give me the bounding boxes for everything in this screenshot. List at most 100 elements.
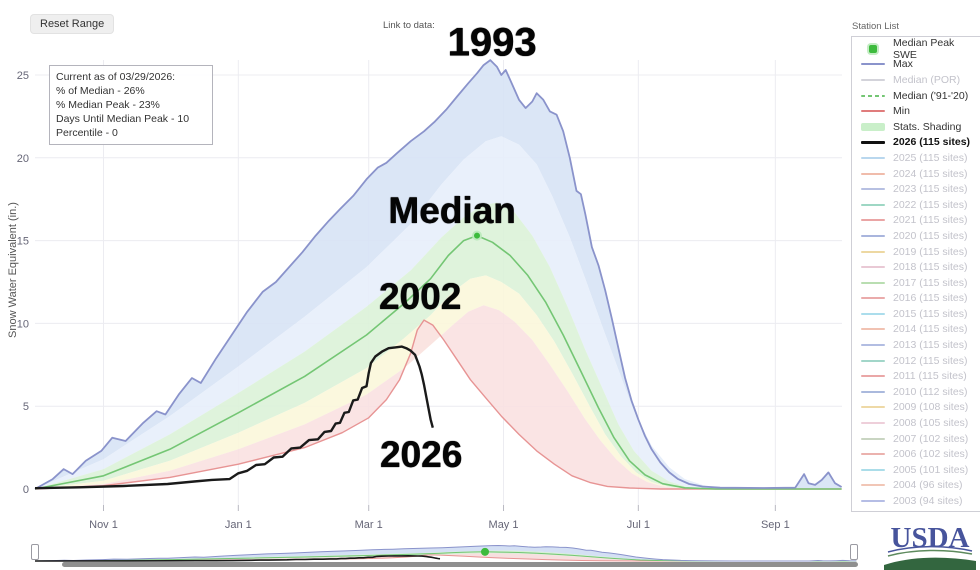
- legend-item-2018-115-sites[interactable]: 2018 (115 sites): [852, 259, 980, 275]
- legend-item-2020-115-sites[interactable]: 2020 (115 sites): [852, 228, 980, 244]
- legend-marker-icon: [861, 44, 885, 53]
- legend-item-2025-115-sites[interactable]: 2025 (115 sites): [852, 150, 980, 166]
- y-tick-label: 25: [17, 70, 29, 82]
- legend-item-2011-115-sites[interactable]: 2011 (115 sites): [852, 368, 980, 384]
- legend-item-2007-102-sites[interactable]: 2007 (102 sites): [852, 431, 980, 447]
- legend-item-2005-101-sites[interactable]: 2005 (101 sites): [852, 462, 980, 478]
- legend-item-2003-94-sites[interactable]: 2003 (94 sites): [852, 493, 980, 509]
- legend-item-2024-115-sites[interactable]: 2024 (115 sites): [852, 166, 980, 182]
- navigator-right-handle[interactable]: [850, 544, 858, 560]
- legend-item-2015-115-sites[interactable]: 2015 (115 sites): [852, 306, 980, 322]
- legend-item-2016-115-sites[interactable]: 2016 (115 sites): [852, 291, 980, 307]
- usda-swoosh-green-line: [887, 549, 973, 557]
- legend-label: 2016 (115 sites): [893, 292, 968, 305]
- legend-swatch: [861, 172, 885, 175]
- series-line-max: [34, 59, 843, 490]
- legend-swatch: [861, 234, 885, 237]
- legend-swatch: [861, 344, 885, 347]
- legend-label: Median (POR): [893, 73, 961, 86]
- info-line-days-until-peak: Days Until Median Peak - 10: [56, 113, 190, 126]
- legend-item-2023-115-sites[interactable]: 2023 (115 sites): [852, 181, 980, 197]
- nav-band: [35, 545, 857, 561]
- legend-label: 2017 (115 sites): [893, 276, 968, 289]
- legend-swatch: [861, 453, 885, 456]
- legend-item-2009-108-sites[interactable]: 2009 (108 sites): [852, 400, 980, 416]
- legend-label: 2003 (94 sites): [893, 495, 963, 508]
- usda-logo: USDA: [884, 520, 976, 570]
- legend-label: 2008 (105 sites): [893, 417, 969, 430]
- legend-swatch: [861, 422, 885, 425]
- legend-item-2013-115-sites[interactable]: 2013 (115 sites): [852, 337, 980, 353]
- legend-swatch: [861, 281, 885, 284]
- navigator-scrollbar[interactable]: [62, 562, 858, 567]
- legend-item-2014-115-sites[interactable]: 2014 (115 sites): [852, 322, 980, 338]
- legend-label: 2012 (115 sites): [893, 354, 968, 367]
- legend-label: 2007 (102 sites): [893, 432, 969, 445]
- legend-label: Median Peak SWE: [893, 36, 955, 61]
- legend-swatch: [861, 250, 885, 253]
- legend-swatch: [861, 122, 885, 131]
- navigator-left-handle[interactable]: [31, 544, 39, 560]
- x-tick-label: Jul 1: [627, 519, 650, 531]
- legend-swatch: [861, 156, 885, 159]
- legend-label: Stats. Shading: [893, 120, 962, 133]
- stats-band: [35, 202, 842, 489]
- legend-item-2004-96-sites[interactable]: 2004 (96 sites): [852, 478, 980, 494]
- legend-swatch: [861, 312, 885, 315]
- nav-line-max: [34, 544, 857, 562]
- y-tick-label: 0: [23, 484, 29, 496]
- legend-label: Max: [893, 58, 913, 71]
- legend-swatch: [861, 110, 885, 113]
- legend-item-2012-115-sites[interactable]: 2012 (115 sites): [852, 353, 980, 369]
- x-tick-label: May 1: [489, 519, 519, 531]
- legend-item-2006-102-sites[interactable]: 2006 (102 sites): [852, 446, 980, 462]
- x-tick-label: Mar 1: [355, 519, 383, 531]
- legend-item-median-91-20[interactable]: Median ('91-'20): [852, 88, 980, 104]
- legend-swatch: [861, 188, 885, 191]
- legend-swatch: [861, 437, 885, 440]
- legend-item-2010-112-sites[interactable]: 2010 (112 sites): [852, 384, 980, 400]
- legend-label: 2009 (108 sites): [893, 401, 969, 414]
- legend-label: 2026 (115 sites): [893, 136, 971, 149]
- legend-item-2017-115-sites[interactable]: 2017 (115 sites): [852, 275, 980, 291]
- stats-band: [35, 275, 842, 489]
- legend-item-stats-shading[interactable]: Stats. Shading: [852, 119, 980, 135]
- legend-label: 2006 (102 sites): [893, 448, 969, 461]
- legend-label: 2018 (115 sites): [893, 261, 968, 274]
- legend-item-2026-115-sites[interactable]: 2026 (115 sites): [852, 135, 980, 151]
- x-tick-label: Jan 1: [225, 519, 252, 531]
- legend-swatch: [861, 406, 885, 409]
- legend-swatch: [861, 219, 885, 222]
- legend-label: 2015 (115 sites): [893, 307, 968, 320]
- legend-item-median-por[interactable]: Median (POR): [852, 72, 980, 88]
- legend-item-min[interactable]: Min: [852, 103, 980, 119]
- legend-swatch: [861, 328, 885, 331]
- station-list-label[interactable]: Station List: [852, 21, 899, 32]
- legend-item-median-peak-swe[interactable]: Median Peak SWE: [852, 37, 980, 61]
- nav-median-peak-marker: [481, 547, 489, 556]
- legend-swatch: [861, 375, 885, 378]
- current-conditions-box: Current as of 03/29/2026: % of Median - …: [49, 65, 213, 146]
- stats-band: [35, 136, 842, 490]
- legend-item-max[interactable]: Max: [852, 57, 980, 73]
- legend-swatch: [861, 468, 885, 471]
- annotation-1993: 1993: [447, 20, 537, 65]
- link-to-data-label[interactable]: Link to data:: [383, 20, 435, 31]
- stats-band: [35, 60, 842, 489]
- y-tick-label: 10: [17, 318, 29, 330]
- usda-swoosh-green-fill: [884, 557, 976, 570]
- legend-label: 2004 (96 sites): [893, 479, 963, 492]
- legend-item-2021-115-sites[interactable]: 2021 (115 sites): [852, 213, 980, 229]
- reset-range-button[interactable]: Reset Range: [31, 15, 114, 33]
- legend-swatch: [861, 484, 885, 487]
- legend-label: Median ('91-'20): [893, 89, 969, 102]
- legend-item-2008-105-sites[interactable]: 2008 (105 sites): [852, 415, 980, 431]
- y-tick-label: 5: [23, 401, 29, 413]
- series-line-y2026: [34, 345, 434, 490]
- x-tick-label: Nov 1: [89, 519, 118, 531]
- legend-item-2019-115-sites[interactable]: 2019 (115 sites): [852, 244, 980, 260]
- legend-item-2022-115-sites[interactable]: 2022 (115 sites): [852, 197, 980, 213]
- y-tick-label: 15: [17, 236, 29, 248]
